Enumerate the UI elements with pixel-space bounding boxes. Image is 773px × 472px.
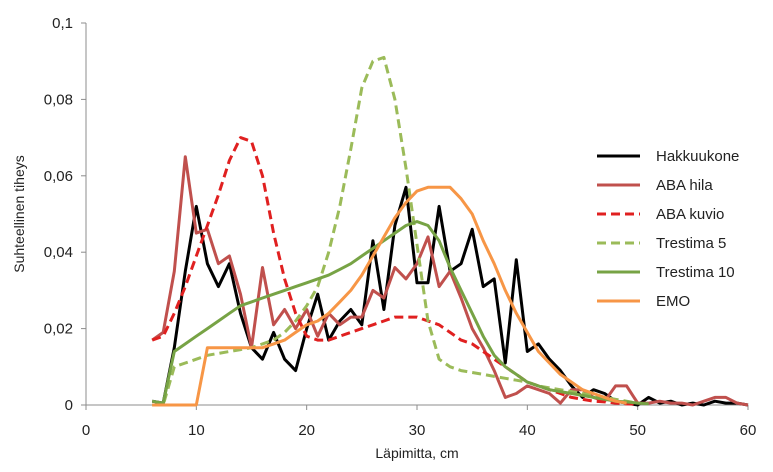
- x-tick-label: 20: [298, 422, 315, 439]
- legend-label-trestima-5: Trestima 5: [656, 235, 726, 252]
- y-tick-label: 0,04: [44, 244, 73, 261]
- legend-label-aba-kuvio: ABA kuvio: [656, 206, 724, 223]
- y-tick-label: 0,1: [52, 15, 73, 32]
- series-line-emo: [152, 185, 627, 407]
- legend-label-emo: EMO: [656, 293, 690, 310]
- x-tick-label: 60: [740, 422, 757, 439]
- legend: Hakkuukone ABA hila ABA kuvio Trestima 5 Tre…: [597, 148, 739, 310]
- legend-label-aba-hila: ABA hila: [656, 177, 713, 194]
- x-axis-label: Läpimitta, cm: [375, 445, 458, 461]
- series-line-trestima-10: [151, 220, 649, 406]
- y-tick-label: 0,02: [44, 321, 73, 338]
- x-tick-label: 40: [519, 422, 536, 439]
- series-line-trestima-5: [152, 55, 638, 407]
- axes: [85, 23, 748, 406]
- legend-label-trestima-10: Trestima 10: [656, 264, 735, 281]
- y-tick-label: 0: [65, 397, 73, 414]
- y-axis-label: Suhteellinen tiheys: [11, 155, 27, 273]
- series-layer: [151, 55, 749, 407]
- y-tick-label: 0,06: [44, 168, 73, 185]
- y-ticks: 0 0,02 0,04 0,06 0,08 0,1: [44, 15, 86, 414]
- y-tick-label: 0,08: [44, 91, 73, 108]
- x-tick-label: 50: [629, 422, 646, 439]
- x-tick-label: 30: [409, 422, 426, 439]
- legend-label-hakkuukone: Hakkuukone: [656, 148, 739, 165]
- x-ticks: 0 10 20 30 40 50 60: [82, 405, 757, 439]
- x-tick-label: 10: [188, 422, 205, 439]
- x-tick-label: 0: [82, 422, 90, 439]
